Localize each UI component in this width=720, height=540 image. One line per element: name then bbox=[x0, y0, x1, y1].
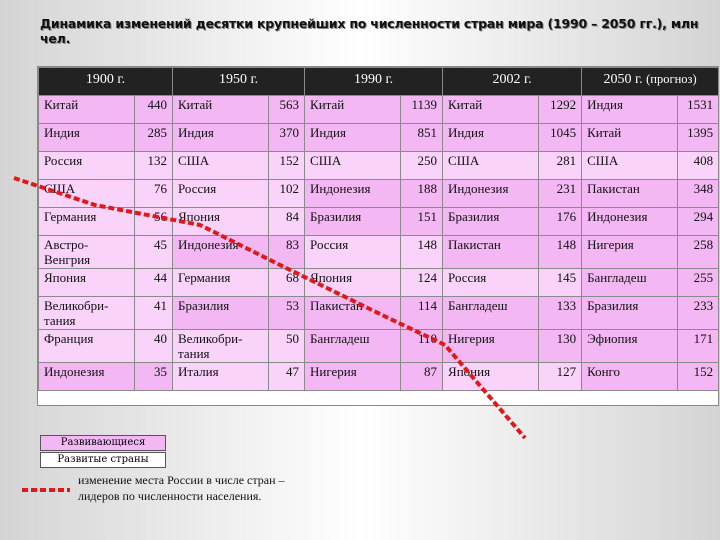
country-cell: Индонезия bbox=[172, 235, 270, 269]
population-cell: 53 bbox=[268, 296, 306, 330]
country-cell: Бразилия bbox=[172, 296, 270, 330]
country-cell: Индия bbox=[304, 123, 402, 152]
country-cell: Китай bbox=[442, 95, 540, 124]
population-cell: 76 bbox=[133, 179, 174, 208]
country-cell: Китай bbox=[581, 123, 679, 152]
population-cell: 102 bbox=[268, 179, 306, 208]
table-row: Франция 40 Великобри-тания 50 Бангладеш 110 Ни… bbox=[38, 329, 720, 363]
population-cell: 124 bbox=[400, 268, 444, 297]
country-cell: Нигерия bbox=[442, 329, 540, 363]
header-forecast-note: (прогноз) bbox=[646, 72, 697, 86]
population-cell: 370 bbox=[268, 123, 306, 152]
population-cell: 41 bbox=[133, 296, 174, 330]
country-cell: Япония bbox=[38, 268, 135, 297]
population-cell: 152 bbox=[677, 362, 720, 391]
country-cell: Индия bbox=[581, 95, 679, 124]
population-cell: 851 bbox=[400, 123, 444, 152]
country-cell: Италия bbox=[172, 362, 270, 391]
population-table: 1900 г. 1950 г. 1990 г. 2002 г. 2050 г. … bbox=[37, 67, 720, 391]
population-cell: 1045 bbox=[538, 123, 583, 152]
country-cell: США bbox=[304, 151, 402, 180]
population-cell: 255 bbox=[677, 268, 720, 297]
country-cell: Россия bbox=[304, 235, 402, 269]
header-row: 1900 г. 1950 г. 1990 г. 2002 г. 2050 г. … bbox=[37, 67, 720, 96]
country-cell: Индонезия bbox=[581, 207, 679, 236]
population-cell: 563 bbox=[268, 95, 306, 124]
population-cell: 132 bbox=[133, 151, 174, 180]
population-cell: 281 bbox=[538, 151, 583, 180]
table-row: Великобри-тания 41 Бразилия 53 Пакистан 114 Ба… bbox=[38, 296, 720, 330]
population-cell: 233 bbox=[677, 296, 720, 330]
population-cell: 348 bbox=[677, 179, 720, 208]
country-cell: Китай bbox=[172, 95, 270, 124]
country-cell: Индия bbox=[442, 123, 540, 152]
table-row: Германия 56 Япония 84 Бразилия 151 Бразилия 176… bbox=[38, 207, 720, 236]
population-cell: 258 bbox=[677, 235, 720, 269]
header-2002: 2002 г. bbox=[442, 67, 583, 96]
population-cell: 133 bbox=[538, 296, 583, 330]
country-cell: Франция bbox=[38, 329, 135, 363]
population-cell: 250 bbox=[400, 151, 444, 180]
country-cell: США bbox=[442, 151, 540, 180]
population-cell: 127 bbox=[538, 362, 583, 391]
country-cell: Германия bbox=[172, 268, 270, 297]
country-cell: Нигерия bbox=[581, 235, 679, 269]
country-cell: Германия bbox=[38, 207, 135, 236]
population-cell: 84 bbox=[268, 207, 306, 236]
country-cell: Индия bbox=[172, 123, 270, 152]
country-cell: Эфиопия bbox=[581, 329, 679, 363]
country-cell: Китай bbox=[304, 95, 402, 124]
population-table-frame: 1900 г. 1950 г. 1990 г. 2002 г. 2050 г. … bbox=[37, 66, 720, 406]
population-cell: 44 bbox=[133, 268, 174, 297]
table-row: Китай 440 Китай 563 Китай 1139 Китай 1292 Индия 1… bbox=[38, 95, 720, 124]
population-cell: 408 bbox=[677, 151, 720, 180]
country-cell: Великобри-тания bbox=[172, 329, 270, 363]
population-cell: 440 bbox=[133, 95, 174, 124]
population-cell: 45 bbox=[133, 235, 174, 269]
country-cell: Бангладеш bbox=[442, 296, 540, 330]
table-row: Индия 285 Индия 370 Индия 851 Индия 1045 Китай 13… bbox=[38, 123, 720, 152]
header-1990: 1990 г. bbox=[304, 67, 444, 96]
population-cell: 130 bbox=[538, 329, 583, 363]
table-row: Россия 132 США 152 США 250 США 281 США 408 bbox=[38, 151, 720, 180]
population-cell: 152 bbox=[268, 151, 306, 180]
population-cell: 188 bbox=[400, 179, 444, 208]
population-cell: 1395 bbox=[677, 123, 720, 152]
country-cell: Конго bbox=[581, 362, 679, 391]
population-cell: 151 bbox=[400, 207, 444, 236]
page-title: Динамика изменений десятки крупнейших по… bbox=[40, 16, 699, 46]
russia-rank-line bbox=[13, 176, 527, 440]
population-cell: 231 bbox=[538, 179, 583, 208]
country-cell: Китай bbox=[38, 95, 135, 124]
population-cell: 176 bbox=[538, 207, 583, 236]
population-cell: 285 bbox=[133, 123, 174, 152]
population-cell: 148 bbox=[538, 235, 583, 269]
population-cell: 47 bbox=[268, 362, 306, 391]
country-cell: Россия bbox=[38, 151, 135, 180]
table-row: Австро-Венгрия 45 Индонезия 83 Россия 148 Паки… bbox=[38, 235, 720, 269]
country-cell: Австро-Венгрия bbox=[38, 235, 135, 269]
country-cell: Бразилия bbox=[581, 296, 679, 330]
country-cell: Бразилия bbox=[304, 207, 402, 236]
country-cell: Япония bbox=[304, 268, 402, 297]
population-cell: 50 bbox=[268, 329, 306, 363]
country-cell: Индонезия bbox=[38, 362, 135, 391]
header-1950: 1950 г. bbox=[172, 67, 306, 96]
country-cell: Бангладеш bbox=[581, 268, 679, 297]
population-cell: 1531 bbox=[677, 95, 720, 124]
country-cell: Индонезия bbox=[304, 179, 402, 208]
population-cell: 87 bbox=[400, 362, 444, 391]
legend-russia-line-text: изменение места России в числе стран – л… bbox=[78, 473, 285, 503]
country-cell: Великобри-тания bbox=[38, 296, 135, 330]
country-cell: США bbox=[581, 151, 679, 180]
population-cell: 35 bbox=[133, 362, 174, 391]
country-cell: Пакистан bbox=[442, 235, 540, 269]
legend-developed: Развитые страны bbox=[40, 452, 166, 468]
header-2050: 2050 г. (прогноз) bbox=[581, 67, 720, 96]
population-cell: 1292 bbox=[538, 95, 583, 124]
population-cell: 148 bbox=[400, 235, 444, 269]
population-cell: 40 bbox=[133, 329, 174, 363]
country-cell: Нигерия bbox=[304, 362, 402, 391]
